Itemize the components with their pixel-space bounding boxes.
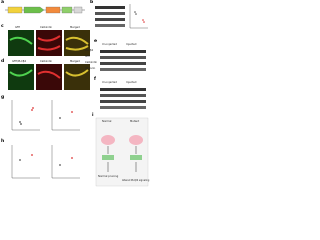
- blot-header: Un-injected: [102, 81, 117, 84]
- panel-letter: i: [92, 113, 94, 118]
- blot-row: Vinculin: [85, 67, 96, 70]
- image-label: GFP: [15, 26, 21, 29]
- blot-row: GFP: [85, 55, 91, 58]
- panel-letter: f: [94, 77, 96, 82]
- diagram-label: Normal pruning: [98, 175, 119, 178]
- diagram-label: Altered PLCβ4 signaling: [122, 179, 150, 182]
- blot-header: Un-injected: [102, 43, 117, 46]
- panel-letter: c: [1, 24, 4, 29]
- image-label: Calbindin: [40, 60, 53, 63]
- figure-graphics: [5, 4, 149, 187]
- diagram-label: Normal: [102, 120, 112, 123]
- image-label: GFP/PLCβ4: [12, 60, 27, 63]
- figure: a b c d e f g h i GFP Calbindin Merged G…: [0, 0, 150, 189]
- image-label: Merged: [70, 26, 80, 29]
- panel-letter: h: [1, 139, 5, 144]
- blot-header: Injected: [126, 43, 137, 46]
- blot-row: PLCβ4: [85, 49, 94, 52]
- panel-letter: e: [94, 39, 98, 44]
- panel-letter: g: [1, 95, 5, 100]
- blot-row: Calbindin: [85, 61, 98, 64]
- panel-letter: b: [90, 0, 94, 5]
- image-label: Calbindin: [40, 26, 53, 29]
- blot-header: Injected: [126, 81, 137, 84]
- panel-letter: a: [1, 0, 5, 5]
- diagram-label: Mutant: [130, 120, 140, 123]
- image-label: Merged: [70, 60, 80, 63]
- panel-letter: d: [1, 59, 5, 64]
